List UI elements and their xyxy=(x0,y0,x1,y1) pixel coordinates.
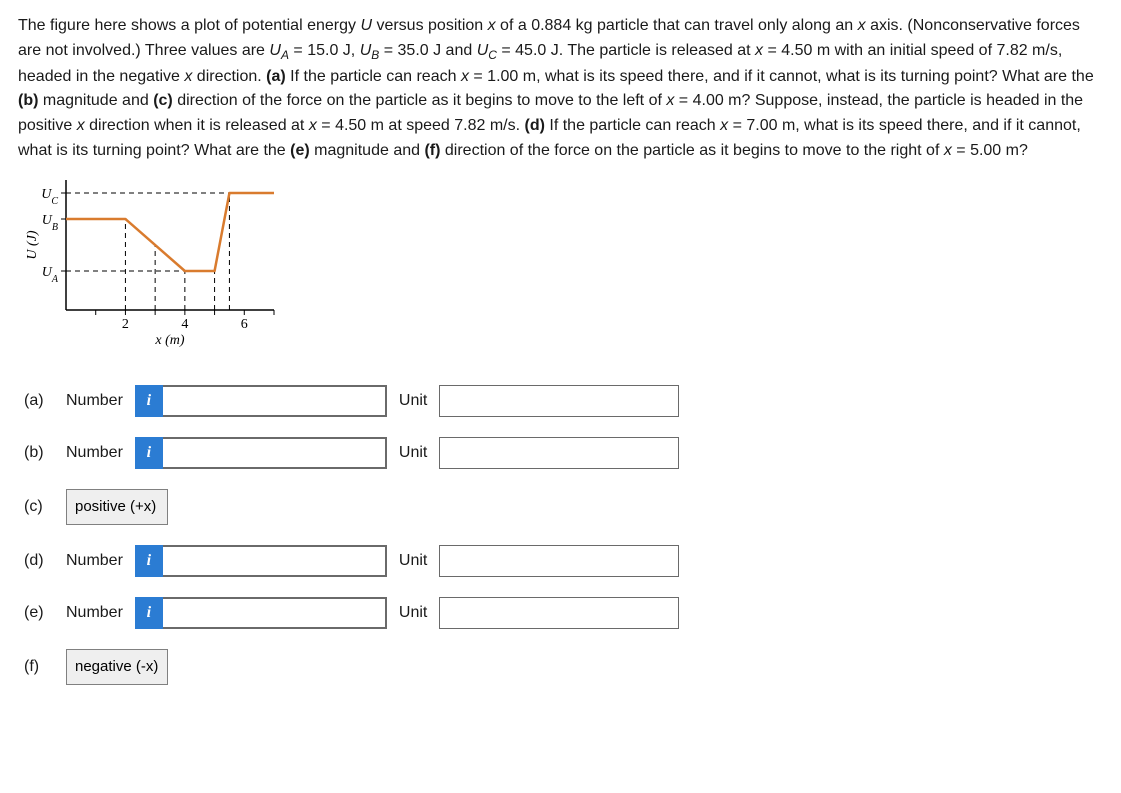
var-U: U xyxy=(360,42,372,59)
answer-row-f: (f) negative (-x) positive (+x) xyxy=(18,639,685,695)
part-f-bold: (f) xyxy=(424,142,440,159)
var-U: U xyxy=(360,17,372,34)
info-button[interactable]: i xyxy=(135,385,163,417)
var-U: U xyxy=(477,42,489,59)
text: direction. xyxy=(192,68,266,85)
svg-text:2: 2 xyxy=(122,317,129,332)
unit-label: Unit xyxy=(393,587,433,639)
number-label: Number xyxy=(60,535,129,587)
answer-row-d: (d) Number i Unit xyxy=(18,535,685,587)
answer-e-input[interactable] xyxy=(163,597,387,629)
var-U: U xyxy=(269,42,281,59)
var-x: x xyxy=(461,68,469,85)
var-x: x xyxy=(944,142,952,159)
text: direction of the force on the particle a… xyxy=(440,142,943,159)
text: = 4.50 m at speed 7.82 m/s. xyxy=(317,117,525,134)
text: magnitude and xyxy=(38,92,153,109)
text: magnitude and xyxy=(310,142,425,159)
number-label: Number xyxy=(60,375,129,427)
svg-text:4: 4 xyxy=(181,317,188,332)
text: direction when it is released at xyxy=(85,117,309,134)
text: If the particle can reach xyxy=(545,117,720,134)
answer-row-e: (e) Number i Unit xyxy=(18,587,685,639)
answer-a-input[interactable] xyxy=(163,385,387,417)
var-x: x xyxy=(858,17,866,34)
text: of a 0.884 kg particle that can travel o… xyxy=(496,17,858,34)
var-x: x xyxy=(755,42,763,59)
part-label: (f) xyxy=(18,639,60,695)
text: direction of the force on the particle a… xyxy=(173,92,667,109)
unit-label: Unit xyxy=(393,427,433,479)
answer-row-a: (a) Number i Unit xyxy=(18,375,685,427)
var-x: x xyxy=(77,117,85,134)
svg-text:x (m): x (m) xyxy=(154,333,184,348)
answer-b-unit-input[interactable] xyxy=(439,437,679,469)
number-label: Number xyxy=(60,587,129,639)
answer-f-direction-select[interactable]: negative (-x) positive (+x) xyxy=(66,649,168,685)
answer-d-input[interactable] xyxy=(163,545,387,577)
sub-C: C xyxy=(488,48,497,62)
number-label: Number xyxy=(60,427,129,479)
var-x: x xyxy=(488,17,496,34)
sub-A: A xyxy=(281,48,289,62)
answer-c-direction-select[interactable]: positive (+x) negative (-x) xyxy=(66,489,168,525)
part-label: (a) xyxy=(18,375,60,427)
svg-text:UC: UC xyxy=(41,187,58,207)
part-label: (d) xyxy=(18,535,60,587)
answer-e-unit-input[interactable] xyxy=(439,597,679,629)
text: = 15.0 J, xyxy=(289,42,360,59)
answer-d-unit-select[interactable] xyxy=(439,545,679,577)
answer-a-unit-select[interactable] xyxy=(439,385,679,417)
part-a-bold: (a) xyxy=(266,68,286,85)
info-button[interactable]: i xyxy=(135,545,163,577)
info-button[interactable]: i xyxy=(135,597,163,629)
svg-text:UB: UB xyxy=(42,213,58,233)
part-b-bold: (b) xyxy=(18,92,38,109)
var-x: x xyxy=(309,117,317,134)
svg-text:6: 6 xyxy=(241,317,248,332)
answer-b-input[interactable] xyxy=(163,437,387,469)
text: The figure here shows a plot of potentia… xyxy=(18,17,360,34)
answer-row-b: (b) Number i Unit xyxy=(18,427,685,479)
unit-label: Unit xyxy=(393,535,433,587)
part-label: (b) xyxy=(18,427,60,479)
answer-form: (a) Number i Unit (b) Number i Unit (c) … xyxy=(18,375,685,695)
part-label: (e) xyxy=(18,587,60,639)
svg-text:U (J): U (J) xyxy=(25,230,40,259)
text: = 5.00 m? xyxy=(952,142,1028,159)
svg-text:UA: UA xyxy=(42,265,59,285)
unit-label: Unit xyxy=(393,375,433,427)
answer-row-c: (c) positive (+x) negative (-x) xyxy=(18,479,685,535)
text: If the particle can reach xyxy=(286,68,461,85)
text: = 45.0 J. The particle is released at xyxy=(497,42,755,59)
problem-statement: The figure here shows a plot of potentia… xyxy=(18,14,1103,164)
potential-energy-chart: 2 4 6 UA UB UC x (m) U (J) xyxy=(24,172,1103,357)
part-label: (c) xyxy=(18,479,60,535)
part-c-bold: (c) xyxy=(153,92,173,109)
info-button[interactable]: i xyxy=(135,437,163,469)
text: = 35.0 J and xyxy=(379,42,476,59)
part-d-bold: (d) xyxy=(525,117,545,134)
var-x: x xyxy=(720,117,728,134)
text: = 1.00 m, what is its speed there, and i… xyxy=(469,68,1094,85)
text: versus position xyxy=(372,17,488,34)
part-e-bold: (e) xyxy=(290,142,310,159)
